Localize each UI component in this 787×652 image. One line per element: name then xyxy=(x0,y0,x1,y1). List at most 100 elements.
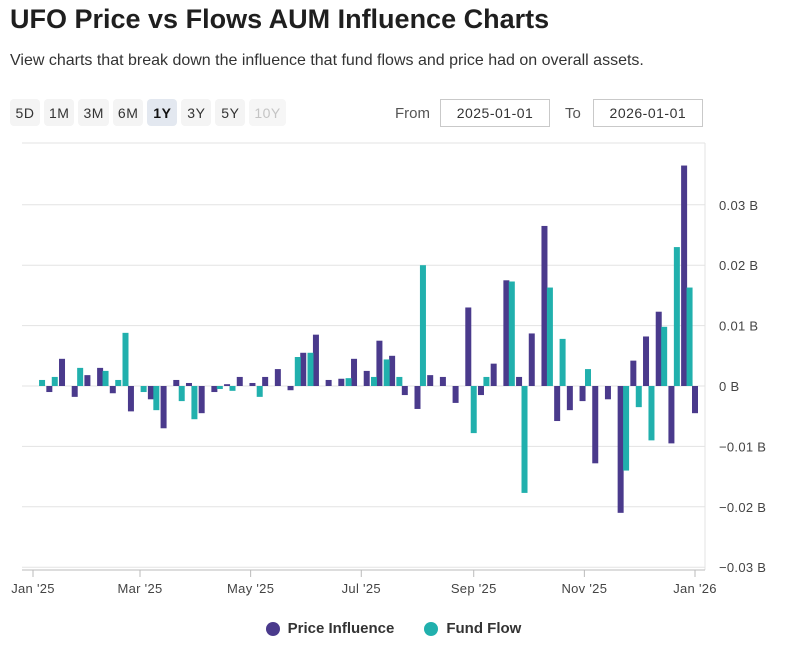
fund-flow-bar xyxy=(229,386,236,391)
range-button-1y[interactable]: 1Y xyxy=(147,99,178,126)
fund-flow-bar xyxy=(648,386,655,441)
price-influence-bar xyxy=(173,379,180,386)
price-influence-bar xyxy=(185,382,192,386)
fund-flow-bar xyxy=(419,265,426,386)
range-button-5y[interactable]: 5Y xyxy=(215,99,246,126)
price-influence-bar xyxy=(312,334,319,386)
range-button-1m[interactable]: 1M xyxy=(44,99,75,126)
from-label: From xyxy=(395,104,430,122)
price-influence-bar xyxy=(579,386,586,402)
fund-flow-bar xyxy=(178,386,185,402)
price-influence-bar xyxy=(490,363,497,386)
fund-flow-bar xyxy=(370,376,377,386)
price-influence-bar xyxy=(503,280,510,386)
price-influence-bar xyxy=(439,376,446,386)
price-influence-bar xyxy=(541,225,548,386)
to-label: To xyxy=(565,104,581,122)
price-influence-bar xyxy=(643,336,650,386)
price-influence-bar xyxy=(516,376,523,386)
price-influence-bar xyxy=(376,340,383,386)
price-influence-bar xyxy=(97,367,104,386)
price-influence-bar xyxy=(338,378,345,386)
fund-flow-bar xyxy=(635,386,642,408)
y-tick-label: −0.02 B xyxy=(719,500,766,515)
fund-flow-bar xyxy=(216,386,223,390)
to-date-input[interactable] xyxy=(592,99,703,127)
price-influence-bar xyxy=(71,386,78,397)
fund-flow-bar xyxy=(122,332,129,386)
fund-flow-bar xyxy=(140,386,147,393)
fund-flow-bar xyxy=(584,369,591,386)
fund-flow-bar xyxy=(51,376,58,386)
price-influence-bar xyxy=(414,386,421,409)
fund-flow-bar xyxy=(396,376,403,386)
fund-flow-bar xyxy=(39,379,46,386)
y-tick-label: 0 B xyxy=(719,379,739,394)
fund-flow-bar xyxy=(686,287,693,386)
legend-item-fund-flow[interactable]: Fund Flow xyxy=(424,620,521,637)
from-date-input[interactable] xyxy=(440,99,550,127)
price-influence-bar xyxy=(477,386,484,396)
price-influence-bar xyxy=(363,370,370,386)
fund-flow-bar xyxy=(191,386,198,420)
y-tick-label: −0.01 B xyxy=(719,439,766,454)
fund-flow-bar xyxy=(521,386,528,493)
fund-flow-bar xyxy=(307,352,314,386)
x-tick-label: Jan '26 xyxy=(673,581,717,596)
price-influence-bar xyxy=(554,386,561,422)
price-influence-bar xyxy=(325,379,332,386)
price-influence-bar xyxy=(452,386,459,403)
legend-dot-price-influence xyxy=(265,621,280,636)
fund-flow-bar xyxy=(546,287,553,386)
price-influence-bar xyxy=(109,386,116,394)
x-tick-label: Jan '25 xyxy=(11,581,55,596)
fund-flow-bar xyxy=(508,281,515,386)
price-influence-bar xyxy=(300,352,307,386)
x-tick-label: May '25 xyxy=(227,581,274,596)
price-influence-bar xyxy=(198,386,205,414)
fund-flow-bar xyxy=(470,386,477,434)
legend-item-price-influence[interactable]: Price Influence xyxy=(265,620,395,637)
y-tick-label: 0.01 B xyxy=(719,319,758,334)
page-subtitle: View charts that break down the influenc… xyxy=(10,52,644,69)
price-influence-bar xyxy=(401,386,408,396)
price-influence-bar xyxy=(249,382,256,386)
range-button-3m[interactable]: 3M xyxy=(78,99,109,126)
legend-label-price-influence: Price Influence xyxy=(287,620,395,637)
price-influence-bar xyxy=(351,358,358,386)
price-influence-bar xyxy=(236,376,243,386)
price-influence-bar xyxy=(46,386,53,393)
price-influence-bar xyxy=(692,386,698,414)
price-influence-bar xyxy=(127,386,134,412)
price-influence-bar xyxy=(604,386,611,400)
price-influence-bar xyxy=(84,375,91,386)
x-tick-label: Jul '25 xyxy=(342,581,381,596)
price-influence-bar xyxy=(389,355,396,386)
fund-flow-bar xyxy=(345,378,352,386)
fund-flow-bar xyxy=(383,359,390,386)
range-button-6m[interactable]: 6M xyxy=(112,99,144,126)
fund-flow-bar xyxy=(673,247,680,386)
fund-flow-bar xyxy=(102,370,109,386)
range-button-3y[interactable]: 3Y xyxy=(181,99,212,126)
time-range-selector: 5D 1M 3M 6M 1Y 3Y 5Y 10Y xyxy=(10,99,286,126)
price-influence-bar xyxy=(681,165,688,386)
y-tick-label: 0.02 B xyxy=(719,258,758,273)
price-influence-bar xyxy=(566,386,573,411)
fund-flow-bar xyxy=(483,376,490,386)
price-influence-bar xyxy=(211,386,218,393)
fund-flow-bar xyxy=(115,379,122,386)
price-influence-bar xyxy=(528,333,535,386)
price-influence-bar xyxy=(262,376,269,386)
x-tick-label: Nov '25 xyxy=(561,581,607,596)
page-title: UFO Price vs Flows AUM Influence Charts xyxy=(10,4,550,34)
date-range-picker: From To xyxy=(395,99,703,127)
fund-flow-bar xyxy=(294,357,301,386)
x-tick-label: Mar '25 xyxy=(117,581,162,596)
legend-label-fund-flow: Fund Flow xyxy=(446,620,522,637)
fund-flow-bar xyxy=(256,386,263,397)
fund-flow-bar xyxy=(661,326,668,386)
range-button-5d[interactable]: 5D xyxy=(10,99,40,126)
y-tick-label: −0.03 B xyxy=(719,560,766,575)
influence-bar-chart: 0.03 B 0.02 B 0.01 B 0 B −0.01 B −0.02 B −0.03… xyxy=(11,142,766,596)
